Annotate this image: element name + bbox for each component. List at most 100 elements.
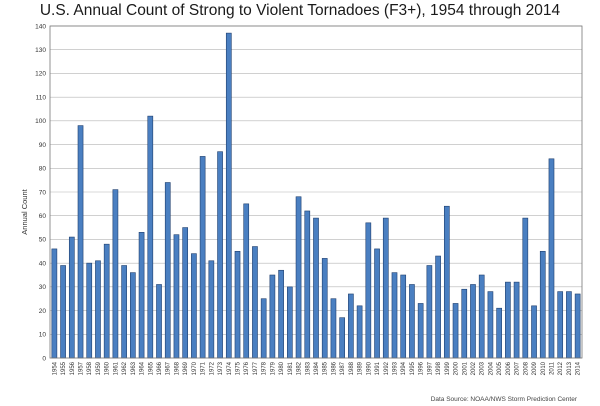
y-tick-label: 50 [39,237,47,244]
x-tick-label-1975: 1975 [236,361,242,375]
bar-1966 [156,284,162,359]
bar-1964 [138,232,145,359]
x-tick-label-2012: 2012 [558,361,564,375]
bar-2012 [557,291,564,359]
bar-2007 [513,281,520,359]
bar-1971 [199,156,206,359]
bar-1983 [304,210,311,359]
bar-1992 [382,217,389,359]
y-tick-label: 140 [35,23,46,30]
data-source-note: Data Source: NOAA/NWS Storm Prediction C… [431,396,578,403]
y-tick-label: 90 [39,142,47,149]
bar-1986 [330,298,337,359]
x-tick-label-1965: 1965 [148,361,154,375]
x-tick-label-1958: 1958 [87,361,93,375]
bar-1980 [278,269,284,359]
x-tick-label-2009: 2009 [532,361,538,375]
bar-1988 [348,293,354,359]
x-tick-label-2007: 2007 [515,361,521,375]
bar-1995 [409,284,415,359]
bar-1982 [295,196,302,359]
bar-1990 [365,222,372,359]
y-tick-label: 60 [39,213,47,220]
bar-2014 [574,293,581,359]
bar-1961 [112,189,119,359]
bar-1991 [374,248,380,359]
bar-1962 [121,265,127,359]
bar-2006 [505,281,511,359]
x-tick-label-2000: 2000 [454,361,460,375]
bar-2009 [531,305,537,359]
bar-1997 [426,265,433,359]
x-tick-label-1980: 1980 [279,361,285,375]
x-tick-label-1955: 1955 [61,361,67,375]
bar-2011 [548,158,555,359]
x-tick-label-2010: 2010 [541,361,547,375]
x-tick-label-1985: 1985 [323,361,329,375]
bar-1956 [68,236,75,359]
x-tick-label-1961: 1961 [113,361,119,375]
x-tick-label-2004: 2004 [488,361,494,375]
bar-1978 [260,298,267,359]
x-tick-label-1994: 1994 [401,361,407,375]
x-tick-label-1998: 1998 [436,361,442,375]
x-tick-label-1983: 1983 [305,361,311,375]
x-tick-label-2003: 2003 [480,361,486,375]
x-tick-label-1991: 1991 [375,361,381,375]
x-tick-label-1995: 1995 [410,361,416,375]
x-tick-label-1957: 1957 [79,361,85,375]
x-tick-label-1968: 1968 [174,361,180,375]
x-tick-label-1964: 1964 [140,361,146,375]
bar-1955 [60,265,66,359]
bar-1960 [103,243,110,359]
bar-1975 [234,250,241,359]
bar-1999 [443,205,450,359]
bar-1998 [435,255,441,359]
bar-2008 [522,217,529,359]
bar-2010 [539,250,546,359]
x-tick-label-1999: 1999 [445,361,451,375]
bar-1963 [130,272,136,359]
bar-1993 [391,272,398,359]
bar-2002 [470,284,476,359]
x-tick-label-2014: 2014 [576,361,582,375]
x-tick-label-1977: 1977 [253,361,259,375]
y-tick-label: 120 [35,71,46,78]
x-tick-label-1986: 1986 [331,361,337,375]
bar-1977 [252,246,258,359]
x-tick-label-1992: 1992 [384,361,390,375]
x-tick-label-2008: 2008 [523,361,529,375]
x-tick-label-2005: 2005 [497,361,503,375]
x-tick-label-1971: 1971 [201,361,207,375]
x-tick-label-2001: 2001 [462,361,468,375]
y-tick-label: 20 [39,308,47,315]
x-tick-label-1960: 1960 [105,361,111,375]
bar-2003 [478,274,485,359]
bar-2000 [452,303,459,359]
bar-2005 [496,307,502,359]
bar-2004 [487,291,494,359]
bar-1959 [95,260,101,359]
x-tick-label-1969: 1969 [183,361,189,375]
bar-1985 [321,258,328,359]
bar-1969 [182,227,189,359]
x-tick-label-1976: 1976 [244,361,250,375]
x-tick-label-1981: 1981 [288,361,294,375]
x-tick-label-1997: 1997 [427,361,433,375]
x-tick-label-1979: 1979 [270,361,276,375]
bar-1968 [173,234,180,359]
x-axis-ticks: 1954 1955 1956 1957 1958 1959 1960 1961 1962 1963… [52,361,581,375]
y-tick-label: 0 [42,355,46,362]
plot-frame [49,25,583,359]
x-tick-label-1987: 1987 [340,361,346,375]
x-tick-label-2006: 2006 [506,361,512,375]
x-tick-label-1982: 1982 [297,361,303,375]
bar-1958 [86,262,93,359]
y-axis-ticks: 0 10 20 30 40 50 60 70 80 90 100 110 120 130 140 [35,23,46,362]
y-tick-label: 10 [39,332,47,339]
bar-2001 [461,288,468,359]
x-tick-label-1990: 1990 [366,361,372,375]
y-axis-label: Annual Count [20,188,29,234]
bar-1970 [191,253,197,359]
